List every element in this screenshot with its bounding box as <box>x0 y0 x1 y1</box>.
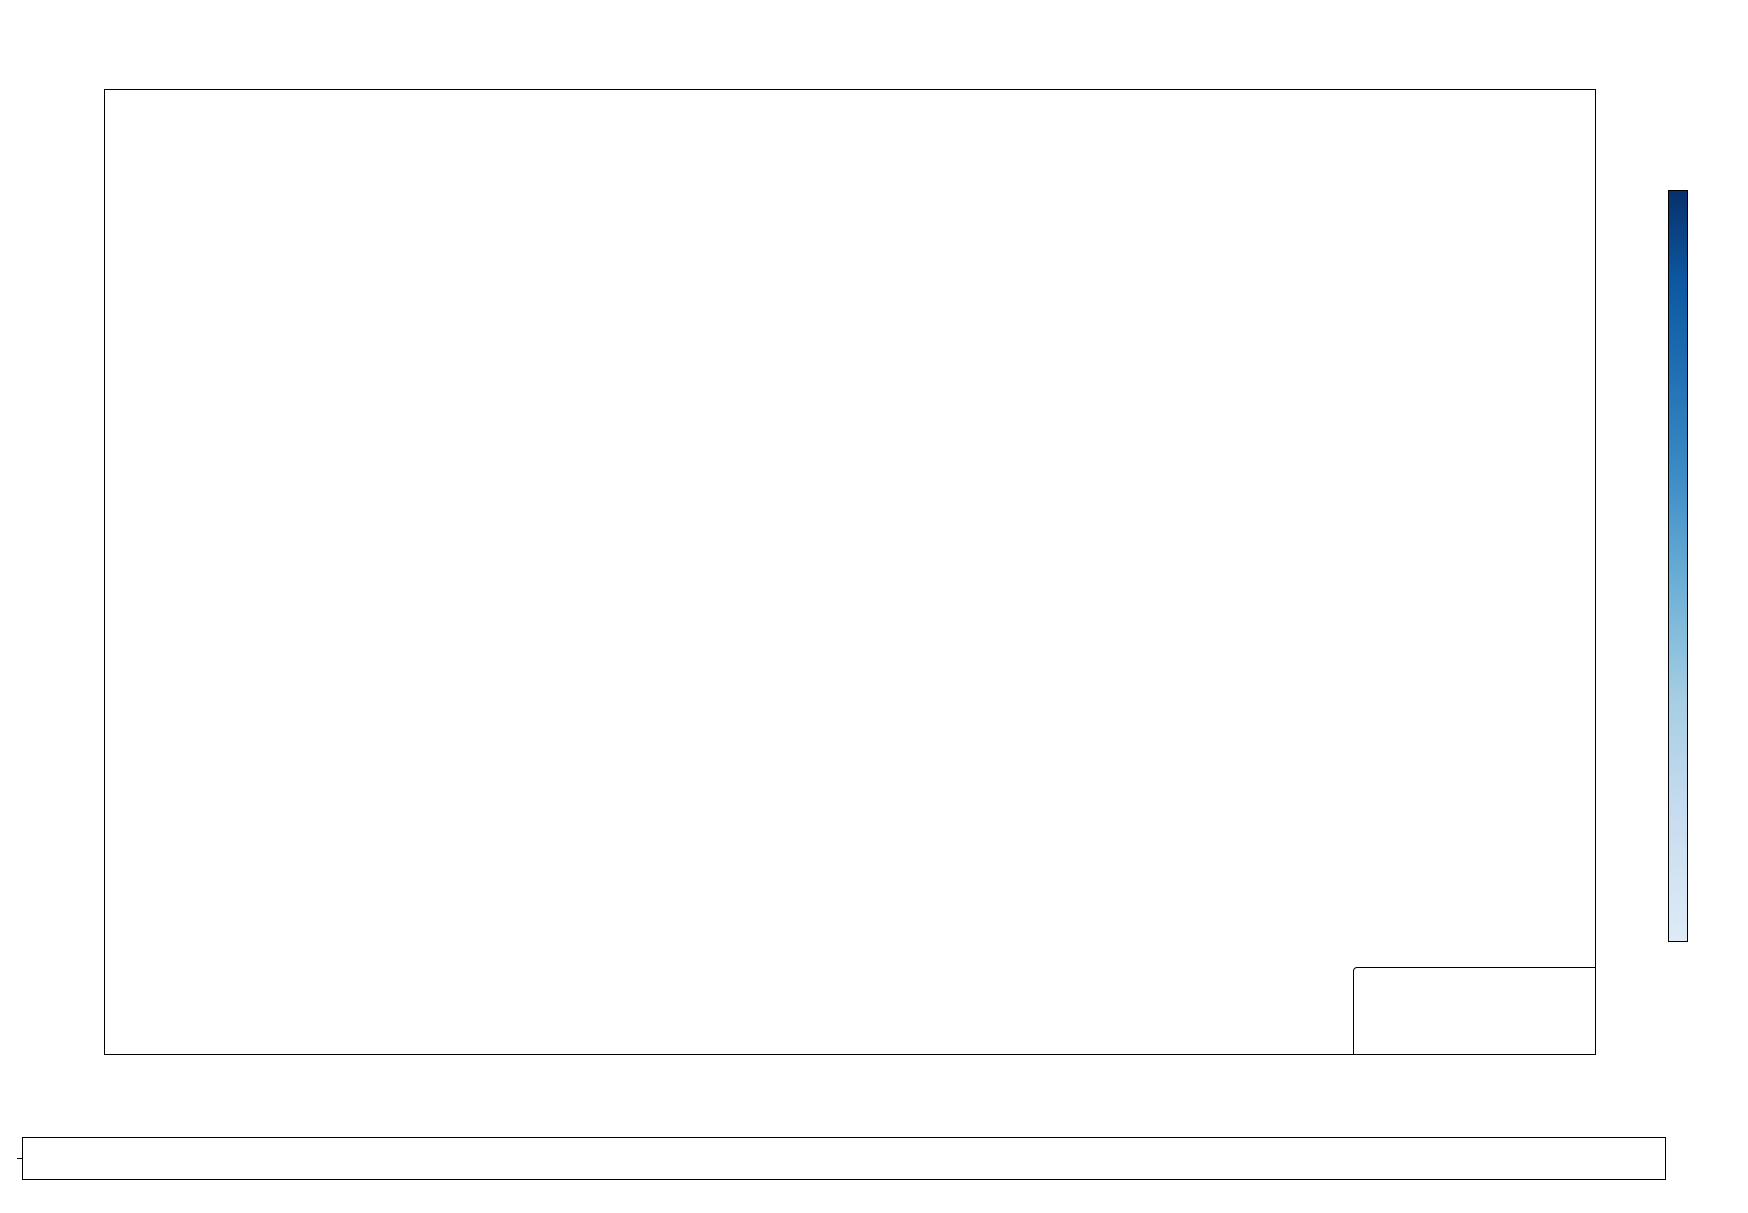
flight-time-bar <box>22 1137 1666 1180</box>
flight-bar-ytick <box>17 1158 22 1159</box>
trajectory-map[interactable] <box>104 89 1596 1055</box>
map-canvas <box>105 90 1596 1055</box>
colorbar <box>1668 190 1688 942</box>
map-legend <box>1353 967 1595 1054</box>
